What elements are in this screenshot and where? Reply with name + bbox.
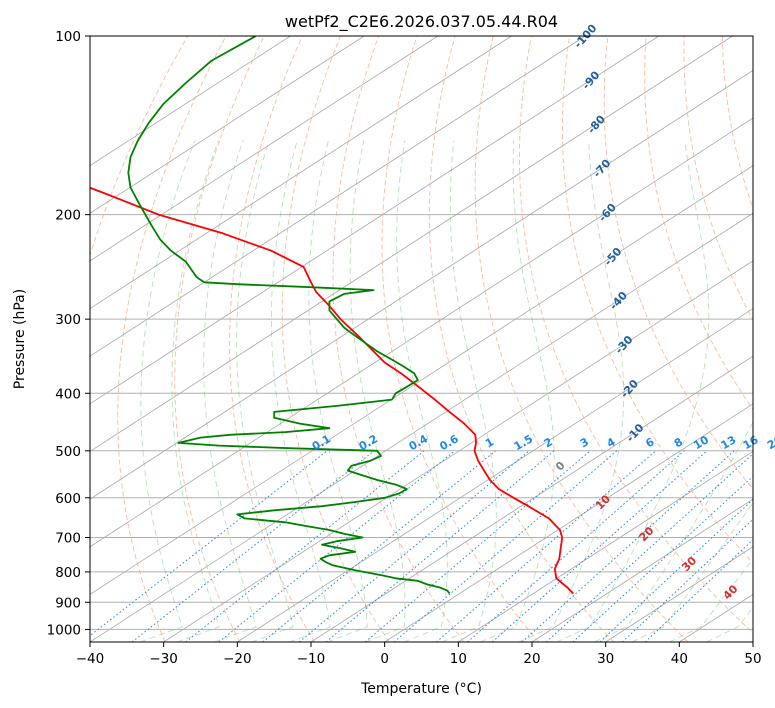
isotherm-line bbox=[310, 355, 753, 642]
x-axis-title: Temperature (°C) bbox=[360, 681, 482, 697]
y-tick-label: 1000 bbox=[47, 622, 81, 638]
isotherm-line bbox=[90, 117, 753, 548]
moist-adiabat-line bbox=[270, 140, 331, 642]
isotherm-line bbox=[90, 69, 753, 500]
isotherm-line bbox=[384, 403, 753, 642]
isotherm-line bbox=[90, 36, 439, 262]
mixing-ratio-line bbox=[599, 498, 753, 642]
dry-adiabat-line bbox=[229, 36, 316, 642]
dry-adiabat-line bbox=[332, 36, 465, 642]
axes: −40 −30 −20 −10 0 10 20 30 40 50 100 200 300 400 500 60… bbox=[47, 29, 762, 667]
x-tick-label: −10 bbox=[297, 651, 326, 667]
dry-adiabat-line bbox=[117, 36, 227, 642]
isotherm-line bbox=[237, 308, 753, 642]
mixing-ratio-line bbox=[572, 475, 753, 642]
mixing-ratio-line bbox=[393, 450, 618, 642]
moist-adiabat-line bbox=[669, 558, 753, 642]
y-tick-label: 600 bbox=[55, 491, 81, 507]
dry-adiabat-line bbox=[519, 36, 753, 634]
x-tick-label: 0 bbox=[380, 651, 389, 667]
dry-adiabat-line bbox=[381, 36, 540, 642]
dry-adiabat-line bbox=[562, 36, 753, 564]
moist-adiabat-line bbox=[556, 140, 710, 642]
sounding-traces bbox=[90, 36, 574, 595]
x-tick-label: 50 bbox=[744, 651, 761, 667]
y-tick-label: 900 bbox=[55, 595, 81, 611]
isotherm-line bbox=[90, 212, 753, 642]
y-tick-label: 800 bbox=[55, 565, 81, 581]
mixing-ratio-line bbox=[218, 450, 456, 642]
x-tick-label: 20 bbox=[523, 651, 540, 667]
y-axis-title: Pressure (hPa) bbox=[12, 289, 28, 389]
mixing-ratio-line bbox=[131, 450, 375, 642]
dewpoint-trace bbox=[127, 36, 451, 595]
x-tick-label: 10 bbox=[450, 651, 467, 667]
y-tick-label: 500 bbox=[55, 444, 81, 460]
y-tick-label: 700 bbox=[55, 531, 81, 547]
y-tick-label: 400 bbox=[55, 386, 81, 402]
isotherm-line bbox=[90, 36, 660, 405]
mixing-ratio-line bbox=[298, 450, 530, 642]
dry-adiabat-line bbox=[428, 36, 614, 642]
moist-adiabat-line bbox=[631, 502, 753, 642]
mixing-ratio-line bbox=[467, 450, 685, 642]
moist-adiabat-line bbox=[480, 140, 555, 642]
isotherm-line bbox=[90, 36, 512, 310]
dry-adiabat-line bbox=[603, 36, 753, 490]
isotherm-line bbox=[90, 36, 365, 214]
x-tick-label: −20 bbox=[223, 651, 252, 667]
y-tick-label: 200 bbox=[55, 208, 81, 224]
moist-adiabat-line bbox=[442, 140, 497, 642]
mixing-ratio-line bbox=[325, 450, 555, 642]
chart-title: wetPf2_C2E6.2026.037.05.44.R04 bbox=[285, 12, 558, 32]
x-tick-label: 30 bbox=[597, 651, 614, 667]
isotherm-line bbox=[163, 260, 753, 642]
moist-adiabat-line bbox=[171, 140, 220, 642]
x-tick-label: −30 bbox=[149, 651, 178, 667]
moist-adiabat-line bbox=[349, 140, 406, 642]
isotherm-line bbox=[90, 36, 291, 167]
mixing-ratio-lines bbox=[90, 450, 753, 642]
plot-frame bbox=[89, 35, 754, 643]
isotherm-line bbox=[90, 36, 733, 452]
x-tick-label: 40 bbox=[671, 651, 688, 667]
dry-adiabat-line bbox=[474, 36, 689, 642]
moist-adiabat-line bbox=[203, 140, 257, 642]
moist-adiabat-line bbox=[594, 421, 753, 642]
isotherm-line bbox=[90, 36, 586, 357]
isotherm-line bbox=[90, 165, 753, 595]
mixing-ratio-line bbox=[185, 450, 425, 642]
moist-adiabat-line bbox=[308, 140, 368, 642]
mixing-ratio-line bbox=[545, 453, 753, 642]
isotherm-line bbox=[531, 498, 753, 642]
moist-adiabat-line bbox=[518, 140, 625, 642]
y-tick-label: 300 bbox=[55, 312, 81, 328]
x-tick-label: −40 bbox=[76, 651, 105, 667]
moist-adiabat-line bbox=[236, 140, 294, 642]
mixing-ratio-label: 20 bbox=[765, 433, 775, 452]
isotherm-line bbox=[458, 450, 753, 642]
moist-adiabat-line bbox=[139, 140, 196, 642]
dry-adiabat-line bbox=[281, 36, 390, 642]
y-tick-label: 100 bbox=[55, 29, 81, 45]
mixing-ratio-line bbox=[364, 450, 591, 642]
temperature-trace bbox=[90, 186, 574, 595]
mixing-ratio-line bbox=[436, 450, 657, 642]
moist-adiabat-line bbox=[396, 140, 448, 642]
background-lines bbox=[90, 36, 753, 642]
dry-adiabat-line bbox=[174, 36, 265, 642]
